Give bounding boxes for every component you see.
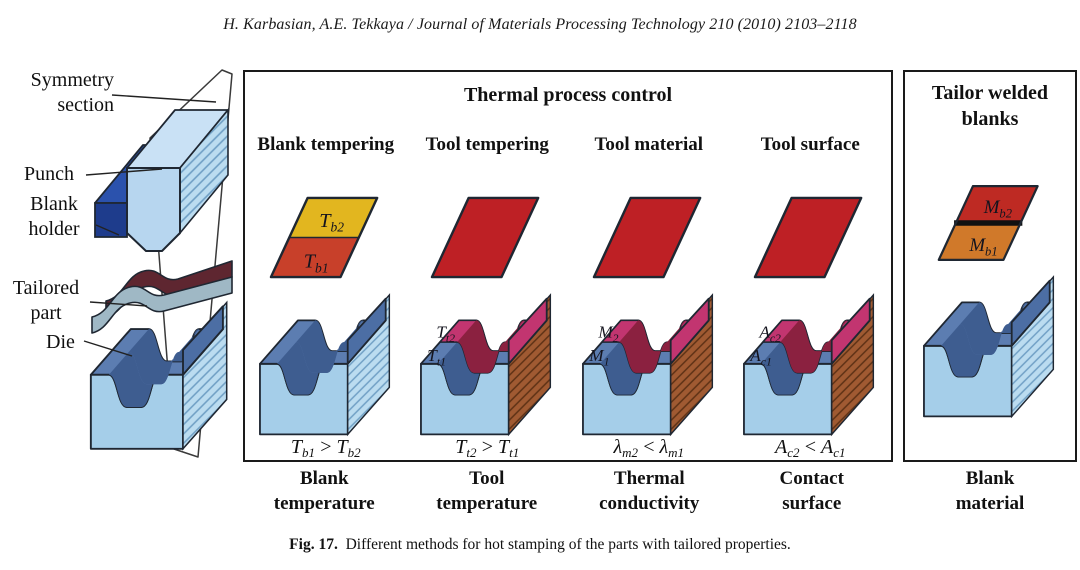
leader-line (83, 340, 133, 357)
blank-zone-1 (938, 223, 1021, 260)
die-groove-front (438, 342, 506, 395)
part-label: Tb1 (304, 250, 329, 275)
formula: Tt2 > Tt1 (455, 436, 520, 460)
figure-caption: Fig. 17. Different methods for hot stamp… (0, 536, 1080, 554)
blank-illustration (753, 188, 867, 280)
die-groove-rear (618, 320, 686, 373)
blank-illustration (430, 188, 544, 280)
die-groove-front (941, 324, 1009, 377)
footer-blank-temperature: Blank temperature (273, 468, 375, 514)
thermal-process-control-panel: Thermal process control Blank tempering … (243, 70, 893, 462)
method-column-tool-tempering: Tool tempering Tt2 Tt1 Tt2 > Tt1 (407, 112, 569, 462)
footer-thermal-conductivity: Thermal conductivity (599, 468, 700, 514)
die-section-face (182, 300, 228, 451)
label-blank-holder: Blank holder (28, 193, 80, 240)
blank-zone-1 (270, 237, 359, 278)
die-side-wall (182, 305, 224, 376)
tailored-part-front (91, 276, 233, 334)
formula: Tb1 > Tb2 (290, 436, 361, 460)
blank-graphic (430, 196, 540, 279)
method-column-blank-tempering: Blank tempering Tb2 Tb1 Tb1 > Tb2 (245, 112, 407, 462)
figure-caption-tag: Fig. 17. (289, 536, 338, 553)
footer-blank-material: Blank material (955, 468, 1025, 514)
blank-sheet (430, 196, 540, 279)
method-column-header: Tool tempering (425, 134, 549, 155)
label-symmetry-section: Symmetry section (30, 69, 114, 116)
label-die: Die (46, 331, 75, 353)
method-column-header: Tool surface (760, 134, 860, 155)
die-illustration: M2 M1 (580, 286, 718, 437)
die-groove-front (599, 342, 667, 395)
method-column-tool-material: Tool material M2 M1 λm2 < λm1 (568, 112, 730, 462)
die-section-face (346, 293, 390, 437)
blank-zone-2 (955, 186, 1038, 223)
method-column-header: Blank tempering (257, 134, 395, 155)
leader-line (89, 301, 148, 307)
die-groove-rear (457, 320, 525, 373)
method-column-header: Tool material (594, 134, 704, 155)
die-section-face (508, 293, 552, 437)
formula: λm2 < λm1 (613, 436, 685, 460)
blank-outline (937, 185, 1039, 261)
die-section-face (1010, 275, 1055, 419)
panel-title: Thermal process control (463, 84, 673, 106)
die-illustration (257, 286, 395, 437)
die-illustration: Ac2 Ac1 (741, 286, 879, 437)
footer-contact-surface: Contact surface (779, 468, 844, 514)
blank-illustration (592, 188, 706, 280)
label-punch: Punch (24, 163, 74, 185)
blank-illustration: Tb2 Tb1 (269, 188, 383, 280)
die-side-wall (508, 297, 548, 365)
tool-assembly-drawing (83, 69, 233, 458)
method-footers: Blank temperature Tool temperature Therm… (243, 466, 893, 516)
tailor-welded-blanks-panel: Tailor welded blanks Mb2 Mb1 (903, 70, 1077, 462)
blank-outline (269, 196, 379, 279)
die-graphic (258, 293, 390, 437)
die-assembly (89, 300, 228, 451)
die-illustration: Tt2 Tt1 (418, 286, 556, 437)
die-section-face (669, 293, 713, 437)
leader-line (85, 168, 163, 176)
welded-blank-column: Mb2 Mb1 (905, 132, 1075, 419)
footer-tool-temperature: Tool temperature (436, 468, 538, 514)
method-column-tool-surface: Tool surface Ac2 Ac1 Ac2 < Ac1 (730, 112, 892, 462)
blank-zone-2 (289, 197, 377, 238)
figure-caption-text: Different methods for hot stamping of th… (345, 536, 791, 553)
blank-graphic (592, 196, 702, 279)
die-illustration (921, 268, 1059, 419)
formula: Ac2 < Ac1 (775, 436, 846, 460)
blank-graphic (753, 196, 863, 279)
die-groove-rear (960, 302, 1028, 355)
blank-illustration: Mb2 Mb1 (937, 172, 1043, 264)
die-side-wall (831, 297, 871, 365)
journal-header: H. Karbasian, A.E. Tekkaya / Journal of … (223, 16, 857, 33)
blank-sheet (753, 196, 863, 279)
die-groove-front (761, 342, 829, 395)
die-side-wall (1010, 279, 1051, 347)
leader-line (111, 94, 217, 103)
die-groove-front (108, 351, 180, 407)
method-columns: Blank tempering Tb2 Tb1 Tb1 > Tb2 Tool temp… (245, 112, 891, 462)
die-groove-rear (780, 320, 848, 373)
die-side-wall (669, 297, 710, 365)
die-groove-rear (128, 329, 200, 385)
blank-sheet (592, 196, 702, 279)
leader-line (95, 224, 120, 236)
punch-front (126, 167, 181, 252)
die-groove-front (276, 342, 344, 395)
panel-title: Tailor welded blanks (931, 82, 1049, 130)
die-graphic (923, 275, 1055, 419)
die-side-wall (346, 297, 387, 365)
stamping-tool-schematic (0, 65, 243, 470)
die-section-face (831, 293, 875, 437)
die-groove-rear (295, 320, 363, 373)
label-tailored-part: Tailored part (12, 277, 80, 324)
